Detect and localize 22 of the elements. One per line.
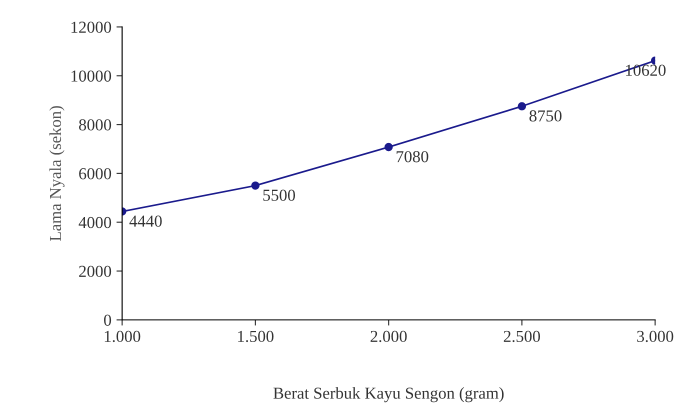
x-tick-label: 1.500 — [238, 330, 274, 342]
x-tick-label: 3.000 — [637, 330, 674, 342]
y-tick-label: 8000 — [79, 119, 112, 131]
y-tick-label: 0 — [104, 314, 112, 326]
x-tick-label: 2.500 — [504, 330, 540, 342]
y-tick-label: 2000 — [79, 266, 112, 277]
x-axis-title: Berat Serbuk Kayu Sengon (gram) — [273, 387, 504, 402]
y-axis-title: Lama Nyala (sekon) — [49, 106, 65, 241]
data-label: 10620 — [626, 64, 666, 76]
x-tick-label: 2.000 — [370, 330, 407, 342]
y-tick-label: 10000 — [72, 70, 112, 82]
point — [251, 181, 260, 190]
x-tick-label: 1.000 — [104, 330, 140, 342]
data-label: 8750 — [529, 110, 562, 122]
y-tick-label: 4000 — [78, 216, 112, 228]
point — [384, 142, 393, 152]
data-label: 5500 — [263, 190, 296, 201]
y-tick-label: 12000 — [72, 22, 112, 33]
y-tick-label: 6000 — [79, 168, 112, 180]
data-label: 7080 — [396, 151, 428, 162]
data-label: 4440 — [129, 216, 162, 227]
point — [518, 102, 526, 110]
